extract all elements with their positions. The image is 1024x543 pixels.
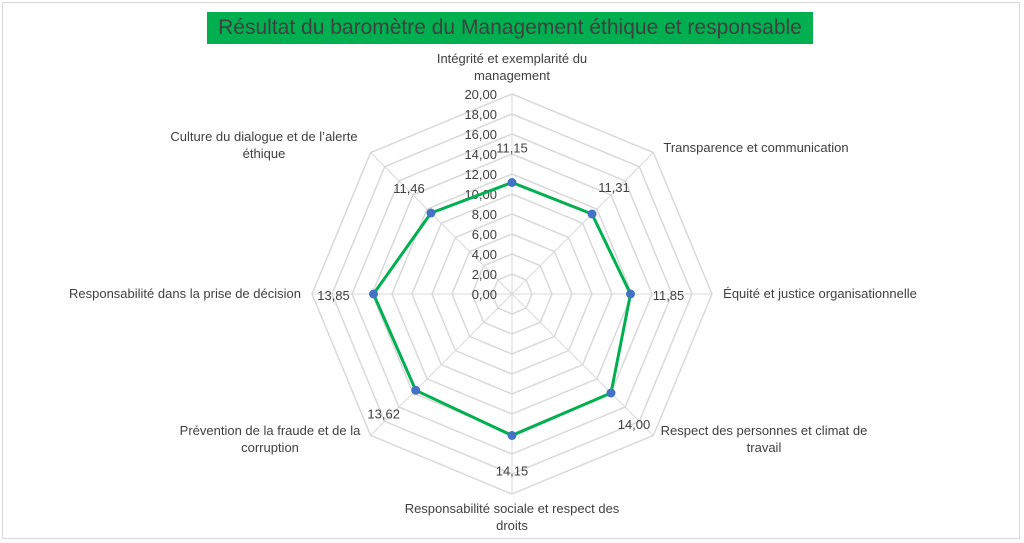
data-point xyxy=(587,209,597,219)
grid-spoke xyxy=(511,293,654,436)
grid-spoke xyxy=(370,152,513,295)
category-label-line: Responsabilité dans la prise de décision xyxy=(69,286,301,301)
category-label: Transparence et communication xyxy=(663,140,848,155)
chart-title: Résultat du baromètre du Management éthi… xyxy=(207,12,813,44)
tick-label: 12,00 xyxy=(464,167,497,182)
data-label: 14,00 xyxy=(618,417,651,432)
data-point xyxy=(411,385,421,395)
data-point xyxy=(369,289,378,299)
category-label-line: Équité et justice organisationnelle xyxy=(723,286,917,301)
tick-label: 6,00 xyxy=(472,227,497,242)
data-label: 11,31 xyxy=(598,180,630,195)
data-point xyxy=(426,208,436,218)
series-score: 11,15 11,31 11,85 14,00 14,15 13,62 13,85 11,46 xyxy=(317,141,684,479)
category-label: Responsabilité sociale et respect des dro… xyxy=(405,501,620,533)
data-label: 13,85 xyxy=(317,288,350,303)
tick-label: 2,00 xyxy=(472,267,497,282)
category-label: Équité et justice organisationnelle xyxy=(723,286,917,301)
tick-label: 14,00 xyxy=(464,147,497,162)
data-label: 11,15 xyxy=(496,141,528,156)
data-label: 11,46 xyxy=(393,181,425,196)
category-label: Prévention de la fraude et de la corrupti… xyxy=(180,423,361,455)
tick-label: 4,00 xyxy=(472,247,497,262)
category-label-line: corruption xyxy=(241,440,299,455)
category-label: Respect des personnes et climat de travai… xyxy=(661,423,868,455)
tick-label: 20,00 xyxy=(464,87,497,102)
data-label: 13,62 xyxy=(367,406,400,421)
category-label: Responsabilité dans la prise de décision xyxy=(69,286,301,301)
category-label-line: Prévention de la fraude et de la xyxy=(180,423,361,438)
series-line xyxy=(372,181,632,437)
data-label: 11,85 xyxy=(653,288,685,303)
grid-spoke xyxy=(511,152,654,295)
category-label-line: Responsabilité sociale et respect des xyxy=(405,501,620,516)
category-label-line: éthique xyxy=(243,146,286,161)
data-point xyxy=(626,289,635,299)
tick-label: 16,00 xyxy=(464,127,497,142)
category-label: Culture du dialogue et de l’alerte éthiqu… xyxy=(170,129,357,161)
category-label-line: Culture du dialogue et de l’alerte xyxy=(170,129,357,144)
tick-label: 8,00 xyxy=(472,207,497,222)
data-point xyxy=(507,431,517,440)
category-label-line: travail xyxy=(747,440,782,455)
category-labels: Intégrité et exemplarité du management Tra… xyxy=(69,51,917,533)
category-label-line: Intégrité et exemplarité du xyxy=(437,51,587,66)
data-point xyxy=(507,178,517,187)
category-label-line: Respect des personnes et climat de xyxy=(661,423,868,438)
tick-label: 0,00 xyxy=(472,287,497,302)
category-label-line: droits xyxy=(496,518,528,533)
grid-spoke xyxy=(370,293,513,436)
tick-label: 18,00 xyxy=(464,107,497,122)
category-label: Intégrité et exemplarité du management xyxy=(437,51,587,83)
data-label: 14,15 xyxy=(496,464,529,479)
category-label-line: Transparence et communication xyxy=(663,140,848,155)
category-label-line: management xyxy=(474,68,550,83)
data-point xyxy=(606,388,616,398)
